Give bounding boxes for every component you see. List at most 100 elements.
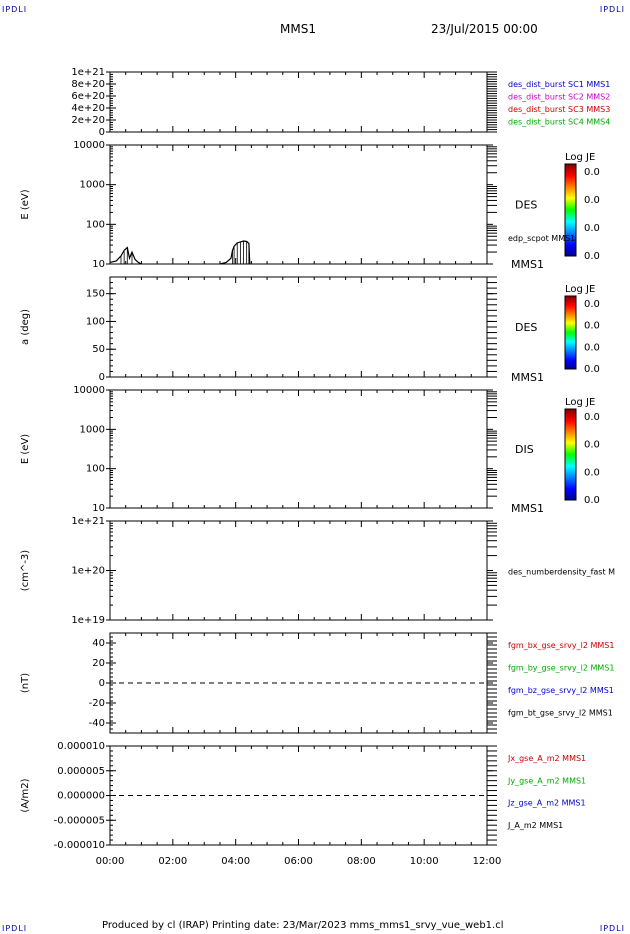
y-tick-label: 4e+20 bbox=[71, 103, 105, 114]
y-axis-label: E (eV) bbox=[20, 189, 31, 219]
colorbar-title: Log JE bbox=[565, 397, 595, 408]
y-tick-label: -40 bbox=[89, 718, 105, 729]
y-axis-label: (nT) bbox=[20, 673, 31, 693]
y-tick-label: 1e+21 bbox=[71, 67, 105, 78]
colorbar-tick-label: 0.0 bbox=[584, 251, 600, 262]
corner-label-top-left: IPDLI bbox=[2, 5, 28, 14]
spacecraft-label: MMS1 bbox=[511, 371, 544, 384]
panel-6 bbox=[106, 632, 497, 734]
y-tick-label: 1e+21 bbox=[71, 516, 105, 527]
spacecraft-title: MMS1 bbox=[280, 22, 316, 36]
legend-entry: fgm_by_gse_srvy_l2 MMS1 bbox=[508, 664, 614, 673]
spacecraft-label: MMS1 bbox=[511, 258, 544, 271]
x-tick-label: 12:00 bbox=[473, 856, 502, 867]
legend-entry: des_dist_burst SC2 MMS2 bbox=[508, 93, 610, 102]
colorbar bbox=[564, 163, 577, 257]
legend-entry: J_A_m2 MMS1 bbox=[507, 821, 563, 830]
colorbar-title: Log JE bbox=[565, 284, 595, 295]
y-axis-label: E (eV) bbox=[20, 434, 31, 464]
legend-entry: Jx_gse_A_m2 MMS1 bbox=[507, 754, 586, 763]
y-tick-label: 1e+19 bbox=[71, 615, 105, 626]
y-tick-label: 0 bbox=[99, 678, 105, 689]
panel-frame bbox=[109, 71, 488, 133]
y-tick-label: -0.000010 bbox=[54, 840, 105, 851]
y-tick-label: 0.000005 bbox=[57, 766, 105, 777]
panel-5 bbox=[106, 520, 497, 621]
y-axis-label: (A/m2) bbox=[20, 778, 31, 812]
y-tick-label: 0 bbox=[99, 372, 105, 383]
legend-entry: des_dist_burst SC4 MMS4 bbox=[508, 118, 610, 127]
colorbar-tick-label: 0.0 bbox=[584, 364, 600, 375]
y-tick-label: 10000 bbox=[73, 385, 105, 396]
x-tick-label: 02:00 bbox=[158, 856, 187, 867]
legend-entry: des_numberdensity_fast M bbox=[508, 568, 615, 577]
panel-4 bbox=[106, 389, 577, 509]
y-tick-label: 150 bbox=[86, 289, 105, 300]
panel-frame bbox=[109, 389, 488, 509]
colorbar-tick-label: 0.0 bbox=[584, 495, 600, 506]
colorbar-title: Log JE bbox=[565, 152, 595, 163]
panel-1 bbox=[106, 71, 497, 133]
scpot-line bbox=[109, 240, 251, 265]
y-tick-label: 0.000000 bbox=[57, 791, 105, 802]
legend-entry: Jy_gse_A_m2 MMS1 bbox=[507, 776, 586, 785]
colorbar bbox=[564, 408, 577, 501]
y-tick-label: 0 bbox=[99, 127, 105, 138]
colorbar-tick-label: 0.0 bbox=[584, 467, 600, 478]
colorbar bbox=[564, 295, 577, 370]
panel-3 bbox=[106, 276, 577, 378]
footer-credits: Produced by cl (IRAP) Printing date: 23/… bbox=[102, 920, 504, 931]
y-tick-label: 50 bbox=[92, 344, 105, 355]
y-tick-label: 1e+20 bbox=[71, 566, 105, 577]
x-tick-label: 00:00 bbox=[96, 856, 125, 867]
y-tick-label: 10 bbox=[92, 259, 105, 270]
panel-frame bbox=[109, 276, 488, 378]
x-tick-label: 06:00 bbox=[284, 856, 313, 867]
y-tick-label: 8e+20 bbox=[71, 79, 105, 90]
spacecraft-label: MMS1 bbox=[511, 502, 544, 515]
y-tick-label: 2e+20 bbox=[71, 115, 105, 126]
instrument-label: DES bbox=[515, 199, 537, 212]
legend-entry: des_dist_burst SC1 MMS1 bbox=[508, 80, 610, 89]
colorbar-tick-label: 0.0 bbox=[584, 412, 600, 423]
legend-entry: Jz_gse_A_m2 MMS1 bbox=[507, 799, 586, 808]
y-tick-label: -20 bbox=[89, 698, 105, 709]
x-tick-label: 10:00 bbox=[410, 856, 439, 867]
legend-entry: fgm_bt_gse_srvy_l2 MMS1 bbox=[508, 709, 613, 718]
colorbar-tick-label: 0.0 bbox=[584, 342, 600, 353]
y-tick-label: 100 bbox=[86, 219, 105, 230]
legend-entry: des_dist_burst SC3 MMS3 bbox=[508, 105, 610, 114]
y-tick-label: 1000 bbox=[80, 424, 105, 435]
y-tick-label: 100 bbox=[86, 464, 105, 475]
y-tick-label: 10000 bbox=[73, 140, 105, 151]
y-tick-label: -0.000005 bbox=[54, 815, 105, 826]
panel-2 bbox=[106, 144, 577, 265]
y-tick-label: 1000 bbox=[80, 180, 105, 191]
panel-frame bbox=[109, 144, 488, 265]
instrument-label: DES bbox=[515, 321, 537, 334]
legend-entry: fgm_bz_gse_srvy_l2 MMS1 bbox=[508, 686, 614, 695]
y-tick-label: 40 bbox=[92, 638, 105, 649]
y-tick-label: 10 bbox=[92, 503, 105, 514]
y-tick-label: 100 bbox=[86, 316, 105, 327]
date-title: 23/Jul/2015 00:00 bbox=[431, 22, 538, 36]
corner-label-bottom-left: IPDLI bbox=[2, 924, 28, 933]
overlay-label: edp_scpot MMS1 bbox=[508, 234, 575, 243]
y-tick-label: 20 bbox=[92, 658, 105, 669]
y-tick-label: 0.000010 bbox=[57, 741, 105, 752]
corner-label-top-right: IPDLI bbox=[599, 5, 625, 14]
colorbar-tick-label: 0.0 bbox=[584, 223, 600, 234]
instrument-label: DIS bbox=[515, 443, 534, 456]
x-tick-label: 04:00 bbox=[221, 856, 250, 867]
x-tick-label: 08:00 bbox=[347, 856, 376, 867]
y-tick-label: 6e+20 bbox=[71, 91, 105, 102]
panel-7 bbox=[106, 745, 497, 846]
colorbar-tick-label: 0.0 bbox=[584, 167, 600, 178]
colorbar-tick-label: 0.0 bbox=[584, 440, 600, 451]
corner-label-bottom-right: IPDLI bbox=[599, 924, 625, 933]
y-axis-label: (cm^-3) bbox=[20, 550, 31, 591]
colorbar-tick-label: 0.0 bbox=[584, 299, 600, 310]
y-axis-label: a (deg) bbox=[20, 309, 31, 345]
colorbar-tick-label: 0.0 bbox=[584, 321, 600, 332]
